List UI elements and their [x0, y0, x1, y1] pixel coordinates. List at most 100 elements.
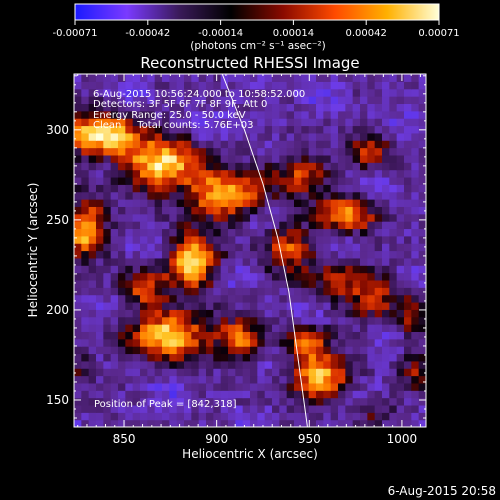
heatmap-cell	[176, 272, 185, 281]
heatmap-cell	[184, 176, 192, 185]
heatmap-cell	[198, 265, 207, 274]
heatmap-cell	[286, 96, 295, 105]
heatmap-cell	[228, 103, 236, 112]
heatmap-cell	[184, 228, 192, 237]
heatmap-cell	[396, 397, 405, 406]
heatmap-cell	[323, 419, 332, 427]
heatmap-cell	[96, 265, 104, 274]
heatmap-cell	[132, 81, 141, 90]
heatmap-cell	[162, 154, 170, 163]
heatmap-cell	[264, 221, 273, 230]
heatmap-cell	[198, 338, 207, 347]
heatmap-cell	[220, 346, 229, 355]
heatmap-cell	[176, 404, 185, 413]
heatmap-cell	[323, 316, 332, 325]
heatmap-cell	[308, 360, 317, 369]
heatmap-cell	[220, 382, 229, 391]
heatmap-cell	[154, 235, 163, 244]
heatmap-cell	[411, 228, 420, 237]
heatmap-cell	[360, 191, 368, 200]
heatmap-cell	[301, 103, 310, 112]
heatmap-cell	[396, 301, 405, 310]
heatmap-cell	[352, 272, 361, 281]
heatmap-cell	[191, 74, 200, 82]
heatmap-cell	[162, 140, 170, 149]
heatmap-cell	[74, 176, 82, 185]
heatmap-cell	[132, 176, 141, 185]
heatmap-cell	[198, 243, 207, 252]
heatmap-cell	[74, 375, 82, 384]
heatmap-cell	[257, 154, 266, 163]
heatmap-cell	[418, 162, 426, 171]
heatmap-cell	[411, 368, 420, 377]
heatmap-cell	[308, 272, 317, 281]
heatmap-cell	[198, 235, 207, 244]
heatmap-cell	[118, 360, 126, 369]
heatmap-cell	[257, 390, 266, 399]
heatmap-cell	[374, 404, 383, 413]
heatmap-cell	[404, 199, 412, 207]
heatmap-cell	[367, 110, 376, 119]
heatmap-cell	[396, 213, 405, 222]
heatmap-cell	[103, 147, 112, 156]
heatmap-cell	[250, 346, 258, 355]
heatmap-cell	[250, 118, 258, 127]
heatmap-cell	[220, 213, 229, 222]
heatmap-cell	[330, 96, 339, 105]
heatmap-cell	[316, 331, 324, 340]
heatmap-cell	[382, 338, 390, 347]
heatmap-cell	[125, 206, 134, 215]
heatmap-cell	[220, 375, 229, 384]
heatmap-cell	[286, 331, 295, 340]
heatmap-cell	[81, 162, 90, 171]
heatmap-cell	[206, 272, 214, 281]
heatmap-cell	[235, 382, 244, 391]
heatmap-cell	[81, 265, 90, 274]
heatmap-cell	[132, 412, 141, 421]
heatmap-cell	[125, 103, 134, 112]
heatmap-cell	[382, 162, 390, 171]
heatmap-cell	[272, 176, 280, 185]
heatmap-cell	[396, 125, 405, 134]
heatmap-cell	[220, 324, 229, 332]
heatmap-cell	[404, 206, 412, 215]
heatmap-cell	[110, 294, 119, 303]
heatmap-cell	[286, 375, 295, 384]
heatmap-cell	[169, 132, 178, 141]
heatmap-cell	[264, 346, 273, 355]
heatmap-cell	[345, 338, 354, 347]
heatmap-cell	[418, 213, 426, 222]
heatmap-cell	[411, 375, 420, 384]
heatmap-cell	[220, 132, 229, 141]
heatmap-cell	[308, 294, 317, 303]
heatmap-cell	[323, 397, 332, 406]
heatmap-cell	[96, 206, 104, 215]
heatmap-cell	[330, 324, 339, 332]
heatmap-cell	[382, 176, 390, 185]
heatmap-cell	[286, 309, 295, 318]
heatmap-cell	[147, 235, 156, 244]
heatmap-cell	[198, 294, 207, 303]
heatmap-cell	[345, 301, 354, 310]
heatmap-cell	[418, 324, 426, 332]
heatmap-cell	[213, 412, 222, 421]
heatmap-cell	[374, 265, 383, 274]
heatmap-cell	[103, 397, 112, 406]
heatmap-cell	[396, 338, 405, 347]
heatmap-cell	[81, 353, 90, 362]
heatmap-cell	[272, 301, 280, 310]
heatmap-cell	[191, 272, 200, 281]
heatmap-cell	[301, 88, 310, 97]
heatmap-cell	[323, 162, 332, 171]
heatmap-cell	[206, 191, 214, 200]
heatmap-cell	[132, 125, 141, 134]
heatmap-cell	[360, 154, 368, 163]
heatmap-cell	[396, 316, 405, 325]
heatmap-cell	[272, 331, 280, 340]
heatmap-cell	[279, 316, 288, 325]
heatmap-cell	[110, 324, 119, 332]
heatmap-cell	[110, 221, 119, 230]
heatmap-cell	[352, 169, 361, 178]
heatmap-cell	[352, 287, 361, 296]
heatmap-cell	[228, 206, 236, 215]
